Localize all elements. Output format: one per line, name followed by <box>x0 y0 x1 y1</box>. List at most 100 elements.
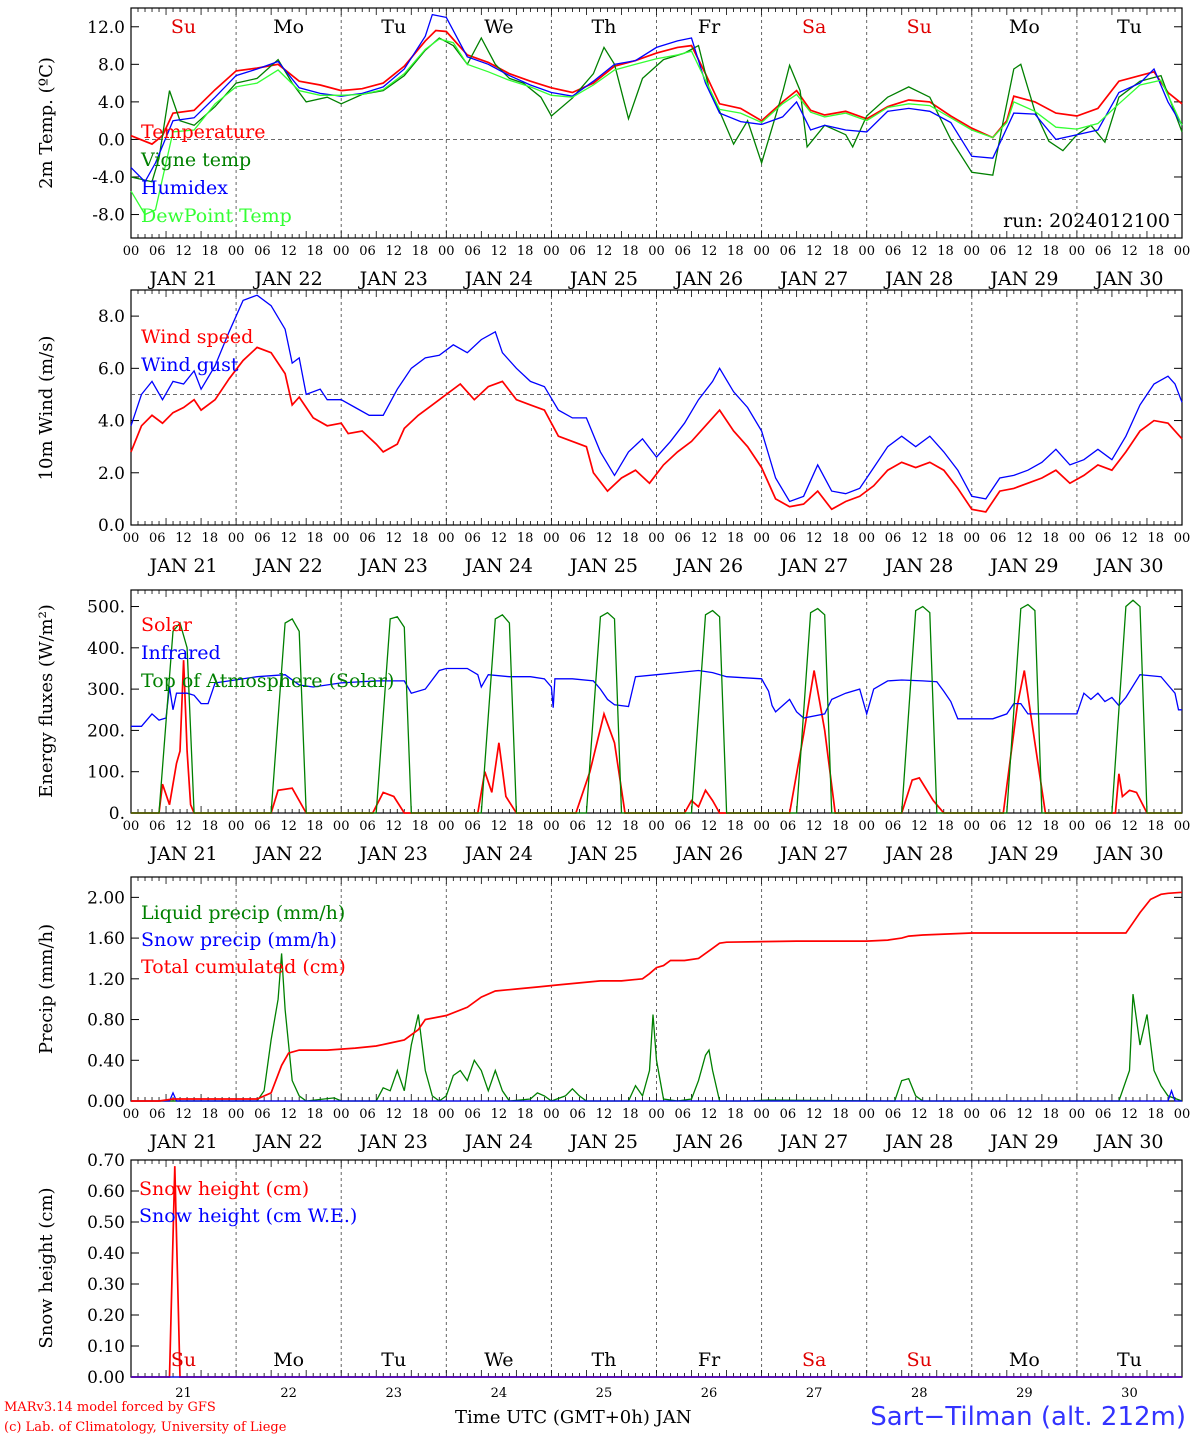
hour-tick-label: 12 <box>1121 531 1138 546</box>
date-label: JAN 30 <box>1093 555 1163 577</box>
legend-entry: Snow height (cm) <box>139 1178 309 1200</box>
series-line-vigne-temp <box>130 36 1183 183</box>
legend-entry: Snow height (cm W.E.) <box>139 1205 357 1227</box>
hour-tick-label: 06 <box>464 531 481 546</box>
hour-tick-label: 06 <box>1095 244 1112 259</box>
date-label: JAN 21 <box>147 1131 217 1153</box>
hour-tick-label: 00 <box>123 1107 140 1122</box>
footer-time-axis-label: Time UTC (GMT+0h) JAN <box>455 1407 692 1428</box>
hour-tick-label: 18 <box>1147 819 1164 834</box>
hour-tick-label: 12 <box>806 531 823 546</box>
legend-entry: Solar <box>141 614 193 636</box>
hour-tick-label: 18 <box>832 819 849 834</box>
hour-tick-label: 18 <box>622 244 639 259</box>
legend-entry: Temperature <box>141 121 265 143</box>
hour-tick-label: 06 <box>149 1107 166 1122</box>
y-axis-label: 10m Wind (m/s) <box>36 336 57 481</box>
date-label: JAN 26 <box>673 268 743 290</box>
hour-tick-label: 06 <box>885 1107 902 1122</box>
footer-model-credit: MARv3.14 model forced by GFS <box>4 1400 216 1415</box>
hour-tick-label: 18 <box>727 531 744 546</box>
footer-lab-credit: (c) Lab. of Climatology, University of L… <box>4 1420 287 1435</box>
y-tick-label: 0.10 <box>87 1337 125 1357</box>
hour-tick-label: 18 <box>1147 244 1164 259</box>
hour-tick-label: 00 <box>858 244 875 259</box>
hour-tick-label: 06 <box>990 244 1007 259</box>
date-label: JAN 22 <box>253 555 323 577</box>
series-line-infrared <box>131 667 1182 727</box>
hour-tick-label: 12 <box>596 1107 613 1122</box>
y-tick-label: 0.0 <box>98 516 125 536</box>
hour-tick-label: 12 <box>1016 1107 1033 1122</box>
hour-tick-label: 06 <box>254 1107 271 1122</box>
weekday-label: Su <box>907 1349 932 1371</box>
hour-tick-label: 00 <box>228 819 245 834</box>
hour-tick-label: 00 <box>1174 819 1191 834</box>
hour-tick-label: 18 <box>1147 531 1164 546</box>
y-tick-label: 200. <box>87 721 125 741</box>
weekday-label: Su <box>171 16 196 38</box>
hour-tick-label: 06 <box>359 531 376 546</box>
date-label: JAN 24 <box>463 268 533 290</box>
hour-tick-label: 12 <box>1121 819 1138 834</box>
hour-tick-label: 00 <box>123 244 140 259</box>
date-label: JAN 28 <box>883 843 953 865</box>
date-label: JAN 29 <box>988 268 1058 290</box>
legend-entry: Wind gust <box>141 354 239 376</box>
weekday-label: Fr <box>698 16 721 38</box>
hour-tick-label: 06 <box>780 531 797 546</box>
hour-tick-label: 18 <box>412 1107 429 1122</box>
weekday-label: Tu <box>1117 1349 1142 1371</box>
panel-4: 0.00 0.40 0.80 1.20 1.60 2.00 Precip (mm/h) Liq… <box>36 876 1190 1153</box>
date-label: JAN 25 <box>568 843 638 865</box>
y-tick-label: 100. <box>87 763 125 783</box>
date-label: JAN 28 <box>883 268 953 290</box>
hour-tick-label: 00 <box>333 1107 350 1122</box>
hour-tick-label: 00 <box>964 819 981 834</box>
hour-tick-label: 12 <box>701 531 718 546</box>
date-label: JAN 23 <box>358 843 428 865</box>
hour-tick-label: 06 <box>464 1107 481 1122</box>
date-label: JAN 26 <box>673 1131 743 1153</box>
hour-tick-label: 12 <box>491 244 508 259</box>
hour-tick-label: 18 <box>517 819 534 834</box>
date-label: JAN 30 <box>1093 268 1163 290</box>
hour-tick-label: 00 <box>543 531 560 546</box>
hour-tick-label: 00 <box>858 819 875 834</box>
hour-tick-label: 12 <box>1016 244 1033 259</box>
hour-tick-label: 18 <box>412 531 429 546</box>
hour-tick-label: 00 <box>228 531 245 546</box>
hour-tick-label: 12 <box>491 819 508 834</box>
hour-tick-label: 12 <box>175 819 192 834</box>
hour-tick-label: 00 <box>123 819 140 834</box>
hour-tick-label: 12 <box>1121 1107 1138 1122</box>
legend-entry: Infrared <box>141 642 221 664</box>
panel-3: 0. 100. 200. 300. 400. 500. Energy fluxes (W/m… <box>36 589 1191 865</box>
hour-tick-label: 18 <box>1042 1107 1059 1122</box>
date-label: JAN 25 <box>568 1131 638 1153</box>
panel-frame <box>130 589 1183 814</box>
hour-tick-label: 18 <box>307 531 324 546</box>
hour-tick-label: 00 <box>438 1107 455 1122</box>
y-tick-label: -4.0 <box>92 168 125 188</box>
hour-tick-label: 00 <box>333 244 350 259</box>
hour-tick-label: 12 <box>701 244 718 259</box>
hour-tick-label: 00 <box>1069 1107 1086 1122</box>
date-label: 23 <box>385 1386 402 1401</box>
hour-tick-label: 06 <box>780 244 797 259</box>
hour-tick-label: 06 <box>149 819 166 834</box>
hour-tick-label: 12 <box>911 531 928 546</box>
weekday-label: Su <box>907 16 932 38</box>
hour-tick-label: 18 <box>727 244 744 259</box>
y-tick-label: 0.30 <box>87 1275 125 1295</box>
date-label: JAN 21 <box>147 555 217 577</box>
y-tick-label: 500. <box>87 598 125 618</box>
hour-tick-label: 18 <box>832 531 849 546</box>
hour-tick-label: 00 <box>964 1107 981 1122</box>
y-tick-label: 300. <box>87 680 125 700</box>
series-line-temperature <box>130 29 1183 146</box>
y-tick-label: -8.0 <box>92 206 125 226</box>
hour-tick-label: 00 <box>123 531 140 546</box>
hour-tick-label: 18 <box>517 244 534 259</box>
